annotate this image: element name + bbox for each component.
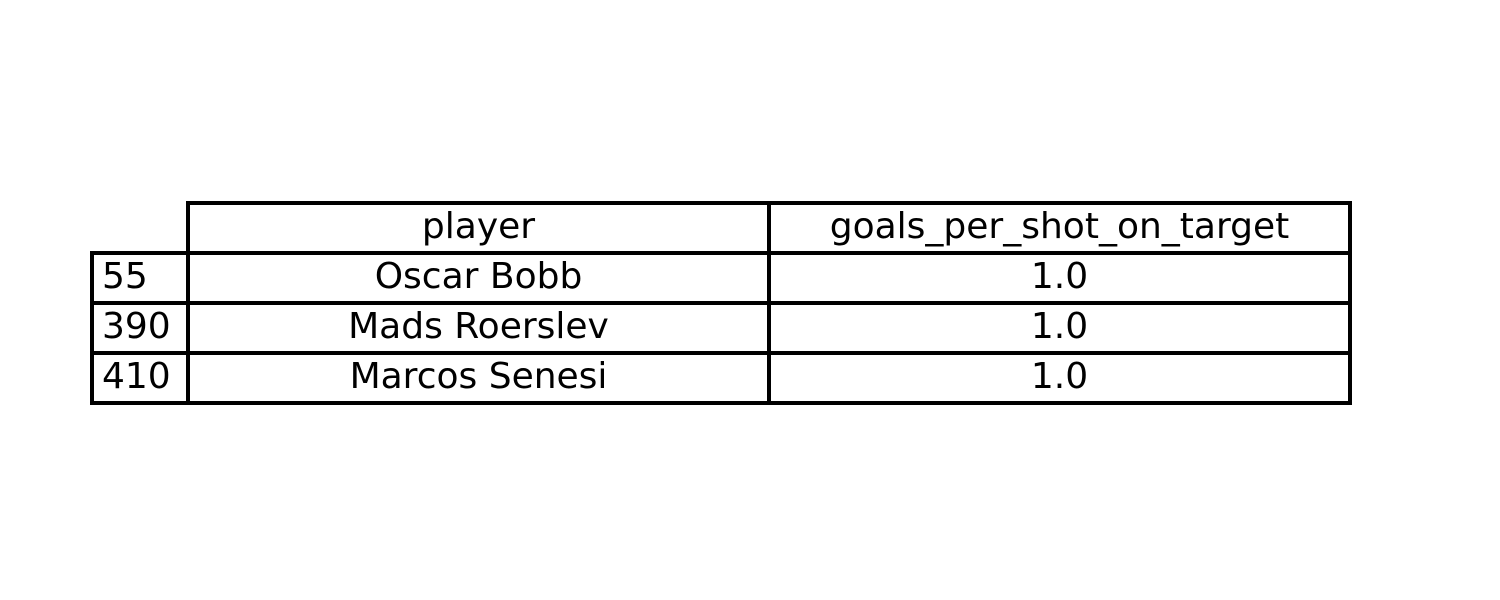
cell-goals-per-shot-on-target: 1.0 [1031, 306, 1088, 347]
column-header-goals-per-shot-on-target: goals_per_shot_on_target [830, 206, 1290, 247]
cell-player: Oscar Bobb [375, 256, 583, 297]
cell-goals-per-shot-on-target: 1.0 [1031, 256, 1088, 297]
cell-player: Mads Roerslev [348, 306, 609, 347]
row-index: 410 [102, 356, 171, 397]
cell-player: Marcos Senesi [350, 356, 608, 397]
table-cell [767, 351, 1352, 405]
row-index: 55 [102, 256, 148, 297]
column-header-player: player [422, 206, 535, 247]
row-index: 390 [102, 306, 171, 347]
cell-goals-per-shot-on-target: 1.0 [1031, 356, 1088, 397]
